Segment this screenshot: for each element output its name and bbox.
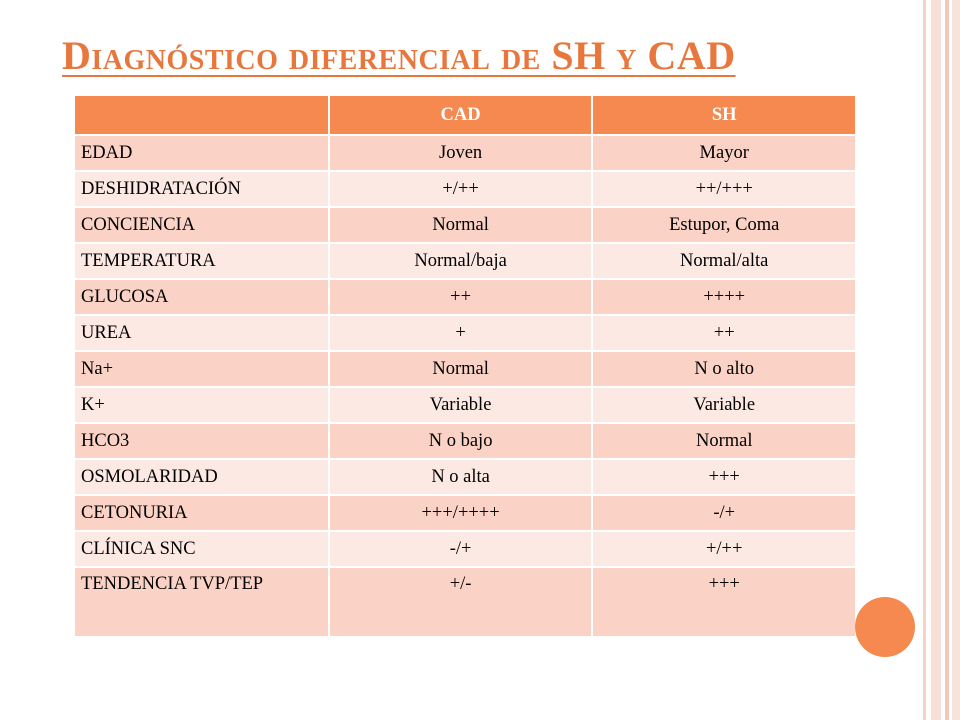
table-row: Na+ Normal N o alto — [75, 352, 855, 386]
cad-value: N o alta — [329, 460, 592, 494]
row-label: HCO3 — [75, 424, 328, 458]
table-header-row: CAD SH — [75, 96, 855, 134]
sh-value: ++++ — [593, 280, 855, 314]
cad-value: +/- — [329, 568, 592, 636]
cad-value: Variable — [329, 388, 592, 422]
row-label: CETONURIA — [75, 496, 328, 530]
sh-value: Normal — [593, 424, 855, 458]
table-row: CONCIENCIA Normal Estupor, Coma — [75, 208, 855, 242]
sh-value: Estupor, Coma — [593, 208, 855, 242]
sh-value: -/+ — [593, 496, 855, 530]
table-body: EDAD Joven Mayor DESHIDRATACIÓN +/++ ++/+++ CO… — [75, 136, 855, 636]
row-label: EDAD — [75, 136, 328, 170]
table-row: GLUCOSA ++ ++++ — [75, 280, 855, 314]
differential-diagnosis-table: CAD SH EDAD Joven Mayor DESHIDRATACIÓN +/++ +… — [73, 94, 857, 638]
row-label: GLUCOSA — [75, 280, 328, 314]
cad-value: Normal — [329, 208, 592, 242]
row-label: OSMOLARIDAD — [75, 460, 328, 494]
slide-title: Diagnóstico diferencial de SH y CAD — [62, 33, 736, 78]
sh-value: +++ — [593, 460, 855, 494]
table-row: HCO3 N o bajo Normal — [75, 424, 855, 458]
row-label: UREA — [75, 316, 328, 350]
sh-value: Mayor — [593, 136, 855, 170]
sh-value: Variable — [593, 388, 855, 422]
cad-value: -/+ — [329, 532, 592, 566]
table-row: CETONURIA +++/++++ -/+ — [75, 496, 855, 530]
decorative-stripes — [920, 0, 960, 720]
row-label: TEMPERATURA — [75, 244, 328, 278]
cad-value: Normal — [329, 352, 592, 386]
row-label: TENDENCIA TVP/TEP — [75, 568, 328, 636]
table-row: OSMOLARIDAD N o alta +++ — [75, 460, 855, 494]
header-cell-cad: CAD — [329, 96, 592, 134]
decorative-circle — [855, 597, 915, 657]
row-label: DESHIDRATACIÓN — [75, 172, 328, 206]
table-row: DESHIDRATACIÓN +/++ ++/+++ — [75, 172, 855, 206]
sh-value: N o alto — [593, 352, 855, 386]
cad-value: Joven — [329, 136, 592, 170]
table-row: UREA + ++ — [75, 316, 855, 350]
row-label: Na+ — [75, 352, 328, 386]
sh-value: +/++ — [593, 532, 855, 566]
sh-value: ++/+++ — [593, 172, 855, 206]
stripe — [923, 0, 926, 720]
cad-value: +/++ — [329, 172, 592, 206]
table-row: TEMPERATURA Normal/baja Normal/alta — [75, 244, 855, 278]
row-label: CLÍNICA SNC — [75, 532, 328, 566]
sh-value: Normal/alta — [593, 244, 855, 278]
row-label: CONCIENCIA — [75, 208, 328, 242]
stripe — [952, 0, 960, 720]
cad-value: Normal/baja — [329, 244, 592, 278]
cad-value: N o bajo — [329, 424, 592, 458]
sh-value: +++ — [593, 568, 855, 636]
stripe — [931, 0, 941, 720]
cad-value: + — [329, 316, 592, 350]
sh-value: ++ — [593, 316, 855, 350]
row-label: K+ — [75, 388, 328, 422]
cad-value: ++ — [329, 280, 592, 314]
stripe — [945, 0, 949, 720]
table-row: CLÍNICA SNC -/+ +/++ — [75, 532, 855, 566]
cad-value: +++/++++ — [329, 496, 592, 530]
header-cell-empty — [75, 96, 328, 134]
table-row: TENDENCIA TVP/TEP +/- +++ — [75, 568, 855, 636]
table-row: K+ Variable Variable — [75, 388, 855, 422]
header-cell-sh: SH — [593, 96, 855, 134]
table-row: EDAD Joven Mayor — [75, 136, 855, 170]
